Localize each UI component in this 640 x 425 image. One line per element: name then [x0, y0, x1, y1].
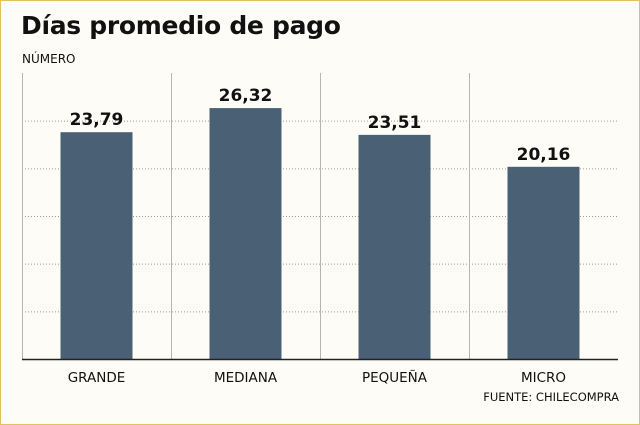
bar — [60, 132, 133, 359]
data-label: 20,16 — [517, 145, 571, 165]
x-tick-label: MEDIANA — [214, 370, 278, 386]
x-tick-label: PEQUEÑA — [362, 369, 428, 386]
chart-source: FUENTE: CHILECOMPRA — [483, 390, 619, 404]
data-label: 23,51 — [368, 113, 422, 133]
data-label: 26,32 — [219, 86, 273, 106]
chart-subtitle: NÚMERO — [22, 52, 76, 66]
data-label: 23,79 — [70, 110, 124, 130]
bar — [507, 166, 580, 359]
bar — [358, 134, 431, 359]
x-tick-label: MICRO — [521, 370, 566, 386]
x-tick-label: GRANDE — [68, 370, 126, 386]
bar — [209, 108, 282, 359]
chart-title: Días promedio de pago — [21, 11, 341, 40]
